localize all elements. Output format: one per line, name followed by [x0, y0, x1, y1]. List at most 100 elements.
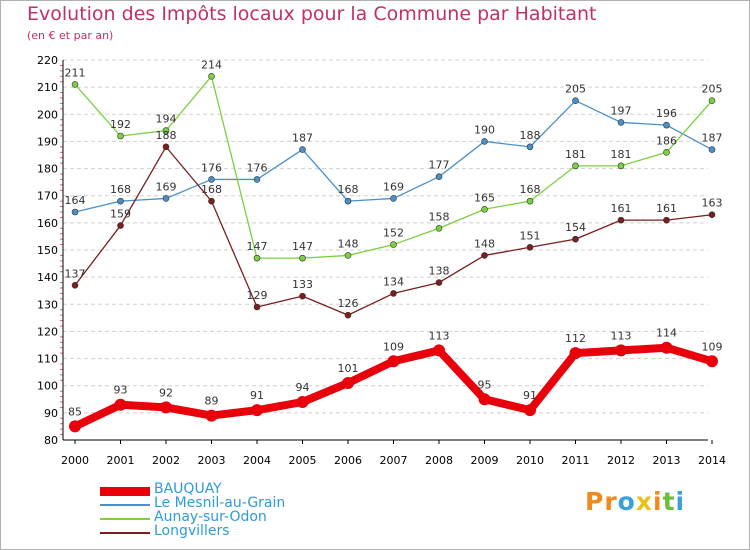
data-label: 95	[478, 378, 492, 391]
data-point	[617, 216, 625, 224]
y-tick-label: 150	[37, 244, 58, 257]
x-tick-label: 2005	[289, 454, 317, 467]
data-label: 91	[523, 389, 537, 402]
data-label: 94	[296, 381, 310, 394]
data-point	[617, 119, 625, 126]
data-label: 129	[247, 289, 268, 302]
x-tick-label: 2004	[243, 454, 271, 467]
data-label: 165	[474, 191, 495, 204]
data-label: 89	[205, 395, 219, 408]
data-point	[208, 72, 215, 80]
data-point	[615, 344, 627, 357]
data-point	[344, 197, 352, 205]
y-tick-label: 80	[44, 434, 58, 447]
data-point	[569, 347, 582, 360]
x-tick-label: 2014	[698, 454, 726, 467]
y-tick-label: 190	[37, 135, 58, 148]
data-point	[526, 243, 534, 251]
data-label: 181	[611, 148, 632, 161]
data-label: 197	[611, 104, 632, 117]
legend-swatch	[100, 486, 150, 496]
data-point	[390, 290, 397, 297]
data-label: 85	[68, 405, 82, 418]
logo-letter: i	[653, 487, 663, 516]
y-tick-label: 120	[37, 325, 58, 338]
y-tick-label: 170	[37, 190, 58, 203]
data-point	[663, 148, 670, 156]
data-label: 187	[702, 132, 723, 145]
x-tick-label: 2013	[653, 454, 681, 467]
proxiti-logo: Proxiti	[585, 487, 685, 516]
x-tick-label: 2011	[562, 454, 590, 467]
y-tick-label: 140	[37, 271, 58, 284]
x-tick-label: 2009	[471, 454, 499, 467]
y-tick-label: 100	[37, 380, 58, 393]
data-label: 168	[201, 183, 222, 196]
data-point	[253, 303, 261, 311]
y-tick-label: 180	[37, 163, 58, 176]
data-label: 134	[383, 275, 404, 288]
data-label: 138	[429, 265, 450, 278]
data-point	[572, 235, 579, 243]
data-point	[299, 254, 306, 262]
data-label: 214	[201, 58, 222, 71]
logo-letter: i	[675, 487, 686, 516]
data-label: 190	[474, 123, 495, 136]
data-point	[435, 279, 443, 286]
data-label: 112	[565, 332, 586, 345]
data-point	[526, 197, 534, 205]
data-label: 148	[474, 237, 495, 250]
data-point	[251, 404, 263, 417]
data-label: 133	[292, 278, 313, 291]
data-label: 152	[383, 227, 404, 240]
data-point	[296, 396, 309, 408]
data-label: 187	[292, 132, 313, 145]
data-point	[663, 121, 670, 129]
data-point	[342, 377, 354, 389]
data-label: 181	[565, 148, 586, 161]
data-label: 163	[702, 197, 723, 210]
data-point	[299, 146, 306, 153]
x-tick-label: 2006	[334, 454, 362, 467]
data-point	[435, 224, 443, 232]
data-label: 164	[65, 194, 86, 207]
data-label: 194	[156, 113, 177, 126]
y-tick-label: 200	[37, 108, 58, 121]
data-point	[162, 143, 170, 151]
data-point	[162, 127, 170, 134]
data-point	[572, 162, 579, 170]
line-chart: 8090100110120130140150160170180190200210…	[37, 54, 726, 467]
x-tick-label: 2002	[152, 454, 180, 467]
data-point	[663, 216, 670, 224]
data-label: 192	[110, 118, 131, 131]
data-point	[481, 252, 488, 259]
data-point	[706, 355, 718, 368]
data-label: 91	[250, 389, 264, 402]
data-label: 168	[110, 183, 131, 196]
x-tick-label: 2010	[516, 454, 544, 467]
data-label: 168	[520, 183, 541, 196]
data-label: 205	[702, 83, 723, 96]
data-label: 205	[565, 83, 586, 96]
x-tick-label: 2003	[198, 454, 226, 467]
data-label: 109	[383, 340, 404, 353]
data-point	[117, 222, 124, 229]
legend-swatch	[100, 504, 150, 506]
data-label: 186	[656, 134, 677, 147]
chart-title: Evolution des Impôts locaux pour la Comm…	[27, 3, 597, 25]
data-label: 137	[65, 267, 86, 280]
legend-swatch	[100, 532, 150, 534]
data-point	[253, 176, 261, 183]
data-point	[208, 197, 215, 205]
data-point	[433, 344, 445, 357]
data-point	[299, 292, 306, 300]
y-tick-label: 160	[37, 217, 58, 230]
data-label: 176	[201, 161, 222, 174]
data-label: 92	[159, 386, 173, 399]
data-point	[208, 176, 215, 183]
data-point	[114, 398, 127, 411]
x-tick-label: 2000	[61, 454, 89, 467]
data-label: 211	[65, 66, 86, 79]
data-point	[524, 404, 536, 417]
x-tick-label: 2001	[107, 454, 135, 467]
